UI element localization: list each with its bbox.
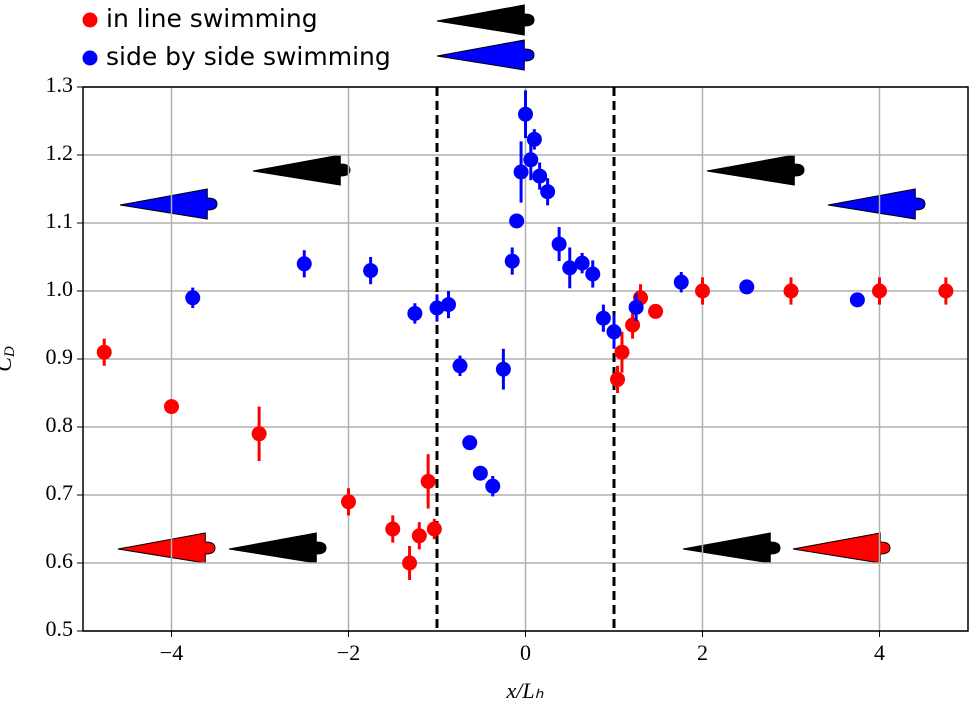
data-point	[426, 521, 442, 537]
data-point	[872, 283, 887, 299]
data-point	[628, 299, 644, 315]
fish-icon	[706, 154, 805, 186]
data-point	[938, 283, 954, 299]
x-axis-label: x/Lₕ	[505, 678, 543, 703]
fish-icon	[792, 532, 891, 564]
x-tick-label: −4	[160, 640, 183, 665]
data-point	[485, 478, 501, 494]
data-point	[648, 303, 664, 319]
data-point	[526, 131, 542, 147]
fish-icon	[682, 532, 781, 564]
data-point	[363, 263, 379, 279]
x-tick-label: 2	[697, 640, 708, 665]
y-tick-label: 0.9	[46, 344, 74, 369]
data-point	[429, 300, 445, 316]
fish-icon	[119, 188, 218, 220]
data-point	[673, 274, 689, 290]
data-point	[504, 253, 520, 269]
y-tick-label: 0.6	[46, 548, 74, 573]
data-point	[595, 310, 611, 326]
data-point	[472, 465, 488, 481]
data-point	[441, 297, 457, 313]
data-point	[523, 152, 539, 168]
data-point	[849, 292, 865, 308]
data-point	[509, 213, 525, 229]
y-tick-label: 1.2	[46, 140, 74, 165]
data-point	[551, 236, 567, 252]
x-tick-label: 4	[874, 640, 885, 665]
data-point	[185, 290, 201, 306]
data-point	[695, 283, 710, 299]
legend-label: side by side swimming	[106, 42, 391, 71]
legend-marker	[82, 12, 98, 28]
data-point	[411, 528, 427, 544]
fish-icon	[117, 532, 216, 564]
y-label-sub: D	[2, 346, 18, 358]
y-tick-label: 1.1	[46, 208, 74, 233]
data-point	[574, 255, 590, 271]
x-tick-label: 0	[520, 640, 531, 665]
data-point	[164, 399, 179, 415]
data-point	[251, 426, 267, 442]
fish-icon	[436, 39, 535, 71]
legend-marker	[82, 50, 98, 66]
y-label-main: C	[0, 357, 16, 372]
data-point	[614, 344, 630, 360]
data-point	[585, 266, 601, 282]
fish-icon	[252, 154, 351, 186]
data-point	[495, 361, 511, 377]
data-point	[739, 279, 755, 295]
fish-icons	[117, 4, 926, 564]
data-point	[783, 283, 799, 299]
y-tick-label: 0.8	[46, 412, 74, 437]
data-point	[513, 164, 529, 180]
data-point	[562, 260, 578, 276]
y-tick-label: 0.7	[46, 480, 74, 505]
data-point	[606, 324, 622, 340]
data-point	[610, 371, 626, 387]
data-point	[452, 358, 468, 374]
y-tick-label: 0.5	[46, 616, 74, 641]
data-point	[341, 494, 356, 510]
legend-label: in line swimming	[106, 4, 318, 33]
data-point	[518, 106, 533, 122]
data-point	[462, 435, 478, 451]
plot-frame	[82, 86, 969, 632]
data-point	[540, 184, 556, 200]
data-point	[532, 168, 548, 184]
data-point	[402, 555, 418, 571]
data-point	[420, 473, 436, 489]
fish-icon	[827, 188, 926, 220]
data-point	[407, 305, 423, 321]
data-point	[296, 256, 312, 272]
data-point	[96, 344, 112, 360]
data-point	[625, 317, 641, 333]
fish-icon	[436, 4, 535, 36]
y-tick-label: 1.0	[46, 276, 74, 301]
data-point	[385, 521, 401, 537]
fish-icon	[228, 532, 327, 564]
y-axis-label: CD	[0, 346, 18, 372]
y-tick-label: 1.3	[46, 72, 74, 97]
x-tick-label: −2	[337, 640, 360, 665]
